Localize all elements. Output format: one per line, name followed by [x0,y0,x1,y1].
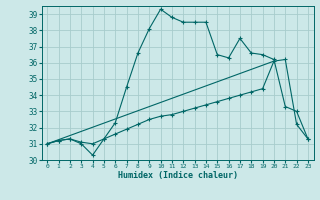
X-axis label: Humidex (Indice chaleur): Humidex (Indice chaleur) [118,171,237,180]
